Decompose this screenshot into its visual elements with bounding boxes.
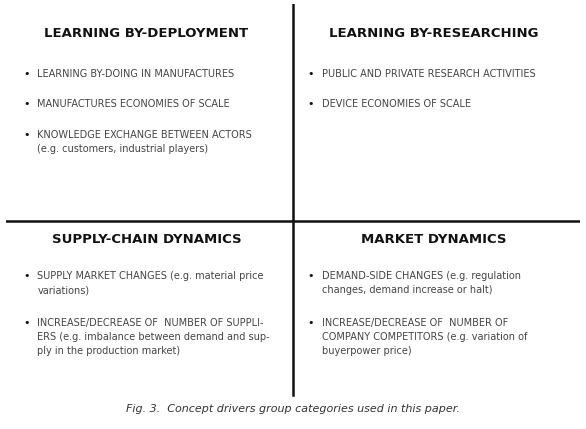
Text: MANUFACTURES ECONOMIES OF SCALE: MANUFACTURES ECONOMIES OF SCALE bbox=[38, 99, 230, 109]
Text: •: • bbox=[23, 317, 29, 327]
Text: •: • bbox=[23, 271, 29, 281]
Text: MARKET DYNAMICS: MARKET DYNAMICS bbox=[361, 233, 506, 246]
Text: INCREASE/DECREASE OF  NUMBER OF SUPPLI-
ERS (e.g. imbalance between demand and s: INCREASE/DECREASE OF NUMBER OF SUPPLI- E… bbox=[38, 317, 270, 356]
Text: •: • bbox=[308, 317, 314, 327]
Text: •: • bbox=[23, 99, 29, 109]
Text: Fig. 3.  Concept drivers group categories used in this paper.: Fig. 3. Concept drivers group categories… bbox=[126, 404, 460, 414]
Text: •: • bbox=[308, 69, 314, 79]
Text: •: • bbox=[23, 130, 29, 140]
Text: SUPPLY-CHAIN DYNAMICS: SUPPLY-CHAIN DYNAMICS bbox=[52, 233, 241, 246]
Text: LEARNING BY-DOING IN MANUFACTURES: LEARNING BY-DOING IN MANUFACTURES bbox=[38, 69, 234, 79]
Text: LEARNING BY-RESEARCHING: LEARNING BY-RESEARCHING bbox=[329, 27, 539, 40]
Text: •: • bbox=[308, 99, 314, 109]
Text: PUBLIC AND PRIVATE RESEARCH ACTIVITIES: PUBLIC AND PRIVATE RESEARCH ACTIVITIES bbox=[322, 69, 536, 79]
Text: INCREASE/DECREASE OF  NUMBER OF
COMPANY COMPETITORS (e.g. variation of
buyerpowe: INCREASE/DECREASE OF NUMBER OF COMPANY C… bbox=[322, 317, 527, 356]
Text: KNOWLEDGE EXCHANGE BETWEEN ACTORS
(e.g. customers, industrial players): KNOWLEDGE EXCHANGE BETWEEN ACTORS (e.g. … bbox=[38, 130, 252, 154]
Text: SUPPLY MARKET CHANGES (e.g. material price
variations): SUPPLY MARKET CHANGES (e.g. material pri… bbox=[38, 271, 264, 295]
Text: DEVICE ECONOMIES OF SCALE: DEVICE ECONOMIES OF SCALE bbox=[322, 99, 471, 109]
Text: DEMAND-SIDE CHANGES (e.g. regulation
changes, demand increase or halt): DEMAND-SIDE CHANGES (e.g. regulation cha… bbox=[322, 271, 521, 295]
Text: •: • bbox=[23, 69, 29, 79]
Text: LEARNING BY-DEPLOYMENT: LEARNING BY-DEPLOYMENT bbox=[45, 27, 248, 40]
Text: •: • bbox=[308, 271, 314, 281]
